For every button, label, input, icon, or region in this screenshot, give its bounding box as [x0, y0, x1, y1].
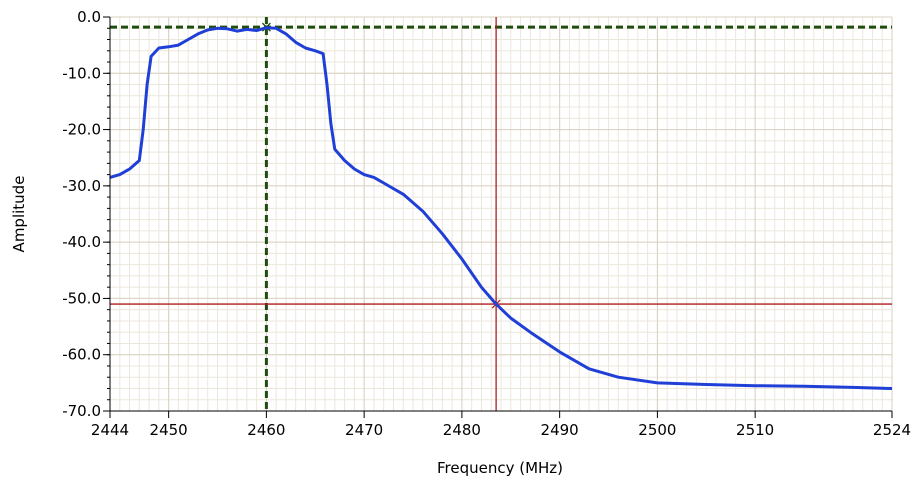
x-tick-label: 2524 — [873, 421, 911, 439]
y-tick-label: -50.0 — [62, 289, 101, 307]
series-line-0 — [109, 26, 893, 390]
y-tick-label: -70.0 — [62, 402, 101, 420]
x-tick-label: 2510 — [736, 421, 774, 439]
x-tick-label: 2470 — [345, 421, 383, 439]
x-tick-label: 2444 — [91, 421, 129, 439]
x-axis-label: Frequency (MHz) — [437, 459, 563, 477]
x-tick-label: 2460 — [247, 421, 285, 439]
x-tick-label: 2450 — [150, 421, 188, 439]
y-tick-label: -20.0 — [62, 121, 101, 139]
y-tick-label: 0.0 — [77, 8, 101, 26]
y-tick-label: -30.0 — [62, 177, 101, 195]
y-axis-label: Amplitude — [10, 176, 28, 253]
x-tick-label: 2480 — [443, 421, 481, 439]
x-tick-label: 2490 — [541, 421, 579, 439]
y-tick-label: -60.0 — [62, 346, 101, 364]
y-tick-label: -40.0 — [62, 233, 101, 251]
x-tick-label: 2500 — [638, 421, 676, 439]
y-tick-label: -10.0 — [62, 64, 101, 82]
